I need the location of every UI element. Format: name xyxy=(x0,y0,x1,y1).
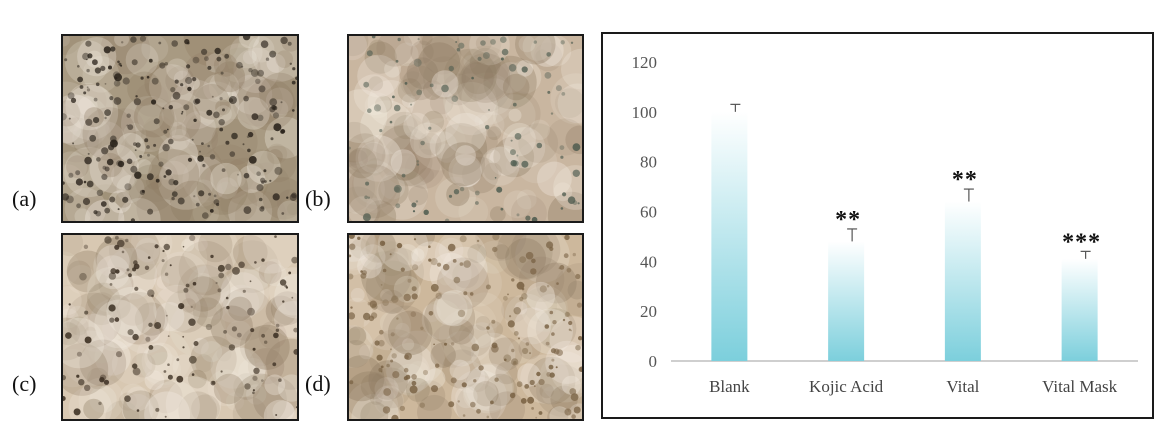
bar-kojic-acid xyxy=(828,241,865,361)
significance-marker: ** xyxy=(952,167,978,193)
panel-label-d: (d) xyxy=(305,371,331,396)
y-tick-label: 0 xyxy=(649,352,658,371)
y-tick-label: 20 xyxy=(640,302,657,321)
bar-vital-mask xyxy=(1061,258,1098,361)
y-tick-label: 100 xyxy=(632,103,658,122)
bar-blank xyxy=(711,111,748,361)
y-tick-label: 60 xyxy=(640,203,657,222)
bar-chart-frame: 0 20 40 60 80 100 120 Blank ** Kojic Acid ** Vital… xyxy=(601,32,1154,419)
panel-label-b: (b) xyxy=(305,186,331,211)
x-category-label: Vital Mask xyxy=(1042,377,1117,396)
panel-label-c: (c) xyxy=(12,371,37,396)
x-category-label: Kojic Acid xyxy=(809,377,884,396)
micrograph-d xyxy=(347,233,584,421)
significance-marker: ** xyxy=(835,207,861,233)
bar-vital xyxy=(944,201,981,361)
micrograph-c xyxy=(61,233,299,421)
micrograph-a xyxy=(61,34,299,223)
bar-chart: 0 20 40 60 80 100 120 Blank ** Kojic Acid ** Vital… xyxy=(632,53,1138,396)
panel-label-a: (a) xyxy=(12,186,37,211)
y-tick-label: 120 xyxy=(632,53,658,72)
x-category-label: Blank xyxy=(709,377,750,396)
y-tick-label: 80 xyxy=(640,153,657,172)
significance-marker: *** xyxy=(1062,229,1101,255)
y-tick-label: 40 xyxy=(640,252,657,271)
x-category-label: Vital xyxy=(946,377,979,396)
micrograph-b xyxy=(347,34,584,223)
